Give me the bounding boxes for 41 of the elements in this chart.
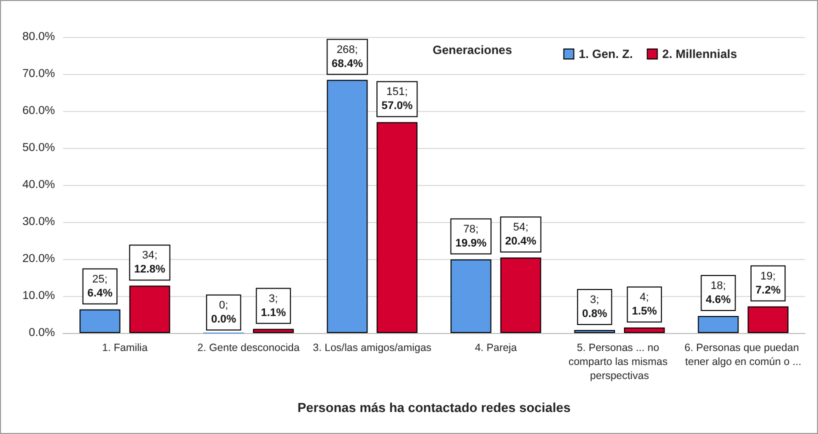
bar: [748, 306, 788, 333]
data-label: 0; 0.0%: [211, 300, 236, 326]
bar: [698, 316, 739, 333]
y-tick-label: 80.0%: [22, 31, 55, 43]
data-label: 78; 19.9%: [455, 223, 487, 250]
bar: [80, 309, 120, 333]
data-label: 19; 7.2%: [756, 270, 781, 296]
bar: [624, 327, 665, 333]
bar: [129, 286, 170, 333]
y-tick-label: 10.0%: [22, 290, 55, 302]
x-tick-label: 4. Pareja: [474, 342, 518, 354]
bar: [376, 122, 418, 333]
y-tick-label: 40.0%: [22, 179, 55, 191]
data-label: 18; 4.6%: [706, 280, 732, 306]
x-axis-title: Personas más ha contactado redes sociales: [297, 400, 571, 415]
x-tick-label: 2. Gente desconocida: [197, 342, 300, 354]
legend-title: Generaciones: [432, 43, 512, 57]
data-label: 151; 57.0%: [381, 86, 413, 112]
data-label: 3; 0.8%: [582, 294, 608, 320]
data-label: 34; 12.8%: [134, 250, 166, 276]
bar: [450, 259, 492, 333]
y-tick-label: 60.0%: [22, 105, 55, 117]
bar: [252, 328, 294, 333]
x-tick-label: 3. Los/las amigos/amigas: [312, 342, 432, 354]
y-tick-label: 20.0%: [22, 253, 55, 265]
data-label: 3; 1.1%: [260, 292, 286, 319]
legend-label: 1. Gen. Z.: [578, 47, 633, 61]
x-tick-label: 6. Personas que puedan tener algo en común o ...: [684, 342, 802, 368]
legend-label: 2. Millennials: [662, 47, 738, 61]
bar: [500, 258, 542, 333]
data-label: 268; 68.4%: [332, 44, 364, 70]
data-label: 54; 20.4%: [505, 222, 537, 248]
y-tick-label: 30.0%: [22, 216, 55, 228]
data-label: 25; 6.4%: [87, 273, 113, 300]
x-tick-label: 5. Personas ... no comparto las mismas perspectivas: [568, 342, 671, 382]
x-tick-label: 1. Familia: [102, 342, 148, 354]
data-label: 4; 1.5%: [632, 291, 658, 318]
bar: [326, 80, 368, 333]
y-tick-label: 50.0%: [22, 142, 55, 154]
y-tick-label: 0.0%: [28, 327, 55, 339]
y-tick-label: 70.0%: [22, 68, 55, 80]
